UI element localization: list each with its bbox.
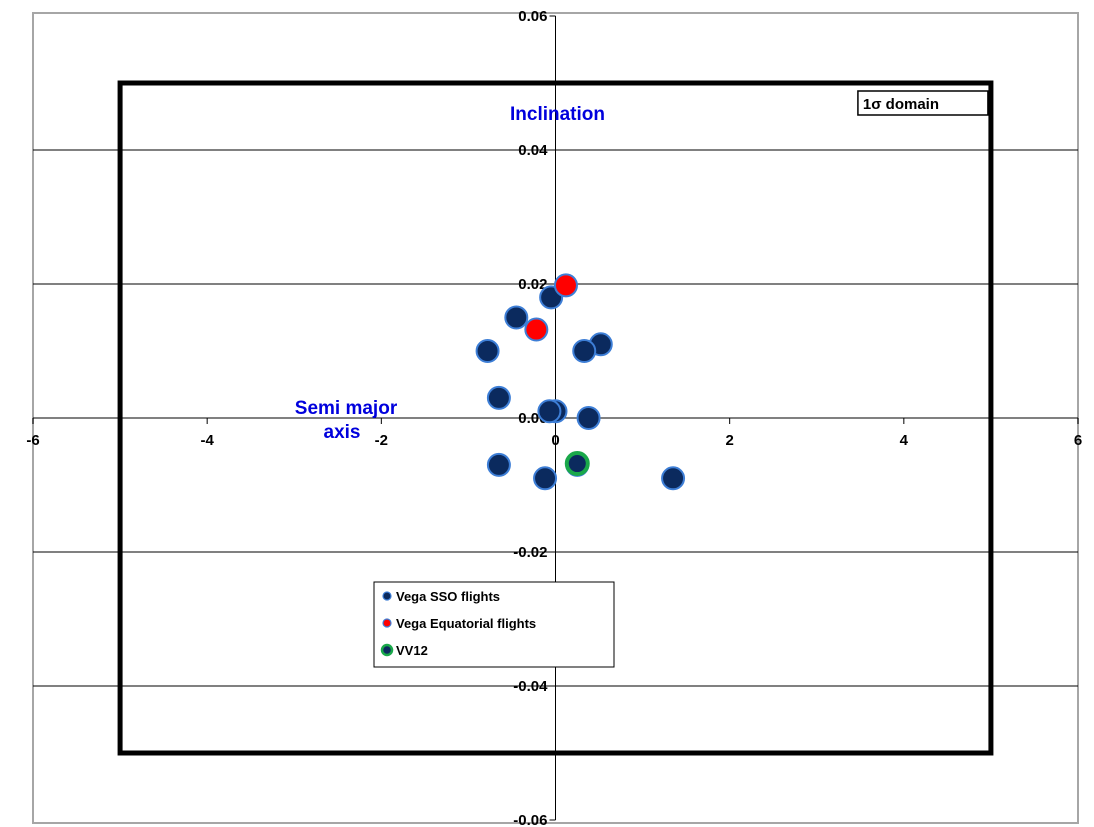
y-tick-label: 0.02 [518,276,547,293]
y-axis-title: Inclination [510,104,605,125]
legend: Vega SSO flights Vega Equatorial flights V… [373,581,615,668]
sigma-domain-label: 1σ domain [863,96,939,113]
legend-marker [382,618,392,628]
data-point-vega-sso-flights [576,406,601,430]
data-point-vega-sso-flights [486,385,511,410]
x-tick-label: 6 [1074,432,1082,449]
data-point-vega-sso-flights [475,339,500,363]
y-tick-label: -0.06 [513,812,547,827]
y-tick-label: 0.04 [518,142,548,159]
data-point-vega-sso-flights [572,339,597,363]
data-point-vega-sso-flights [504,305,529,330]
y-tick-label: -0.04 [513,678,548,695]
y-tick-label: 0.06 [518,8,547,25]
sigma-domain-box [117,80,994,756]
x-tick-label: -2 [375,432,388,449]
legend-marker [380,643,394,657]
data-point-vv12 [564,451,590,477]
data-point-vega-sso-flights [486,452,511,477]
legend-label: Vega SSO flights [396,589,500,604]
data-point-vega-equatorial-flights [553,273,578,298]
x-axis-title: Semi major axis [295,398,398,443]
y-tick-label: -0.02 [513,544,547,561]
x-tick-label: -4 [200,432,214,449]
data-point-vega-sso-flights [537,399,562,424]
data-point-vega-sso-flights [661,466,686,491]
x-tick-label: 0 [551,432,559,449]
x-tick-label: 2 [725,432,733,449]
data-points [475,273,686,491]
legend-box [373,581,615,668]
legend-label: Vega Equatorial flights [396,616,536,631]
sigma-domain: 1σ domain [117,80,994,756]
legend-label: VV12 [396,643,428,658]
legend-marker [382,591,392,601]
data-point-vega-equatorial-flights [524,317,549,342]
x-tick-label: -6 [26,432,39,449]
x-tick-label: 4 [900,432,909,449]
sigma-domain-label-box [857,90,989,116]
data-point-vega-sso-flights [533,466,558,491]
